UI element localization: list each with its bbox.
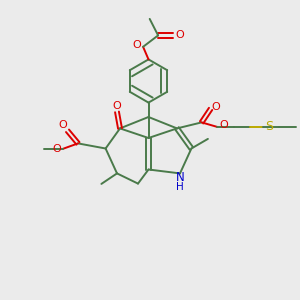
Text: H: H [176, 182, 184, 193]
Text: S: S [265, 119, 273, 133]
Text: N: N [176, 171, 184, 184]
Text: O: O [132, 40, 141, 50]
Text: O: O [112, 101, 122, 111]
Text: O: O [58, 120, 68, 130]
Text: O: O [175, 29, 184, 40]
Text: O: O [212, 102, 220, 112]
Text: O: O [219, 120, 228, 130]
Text: O: O [52, 144, 61, 154]
